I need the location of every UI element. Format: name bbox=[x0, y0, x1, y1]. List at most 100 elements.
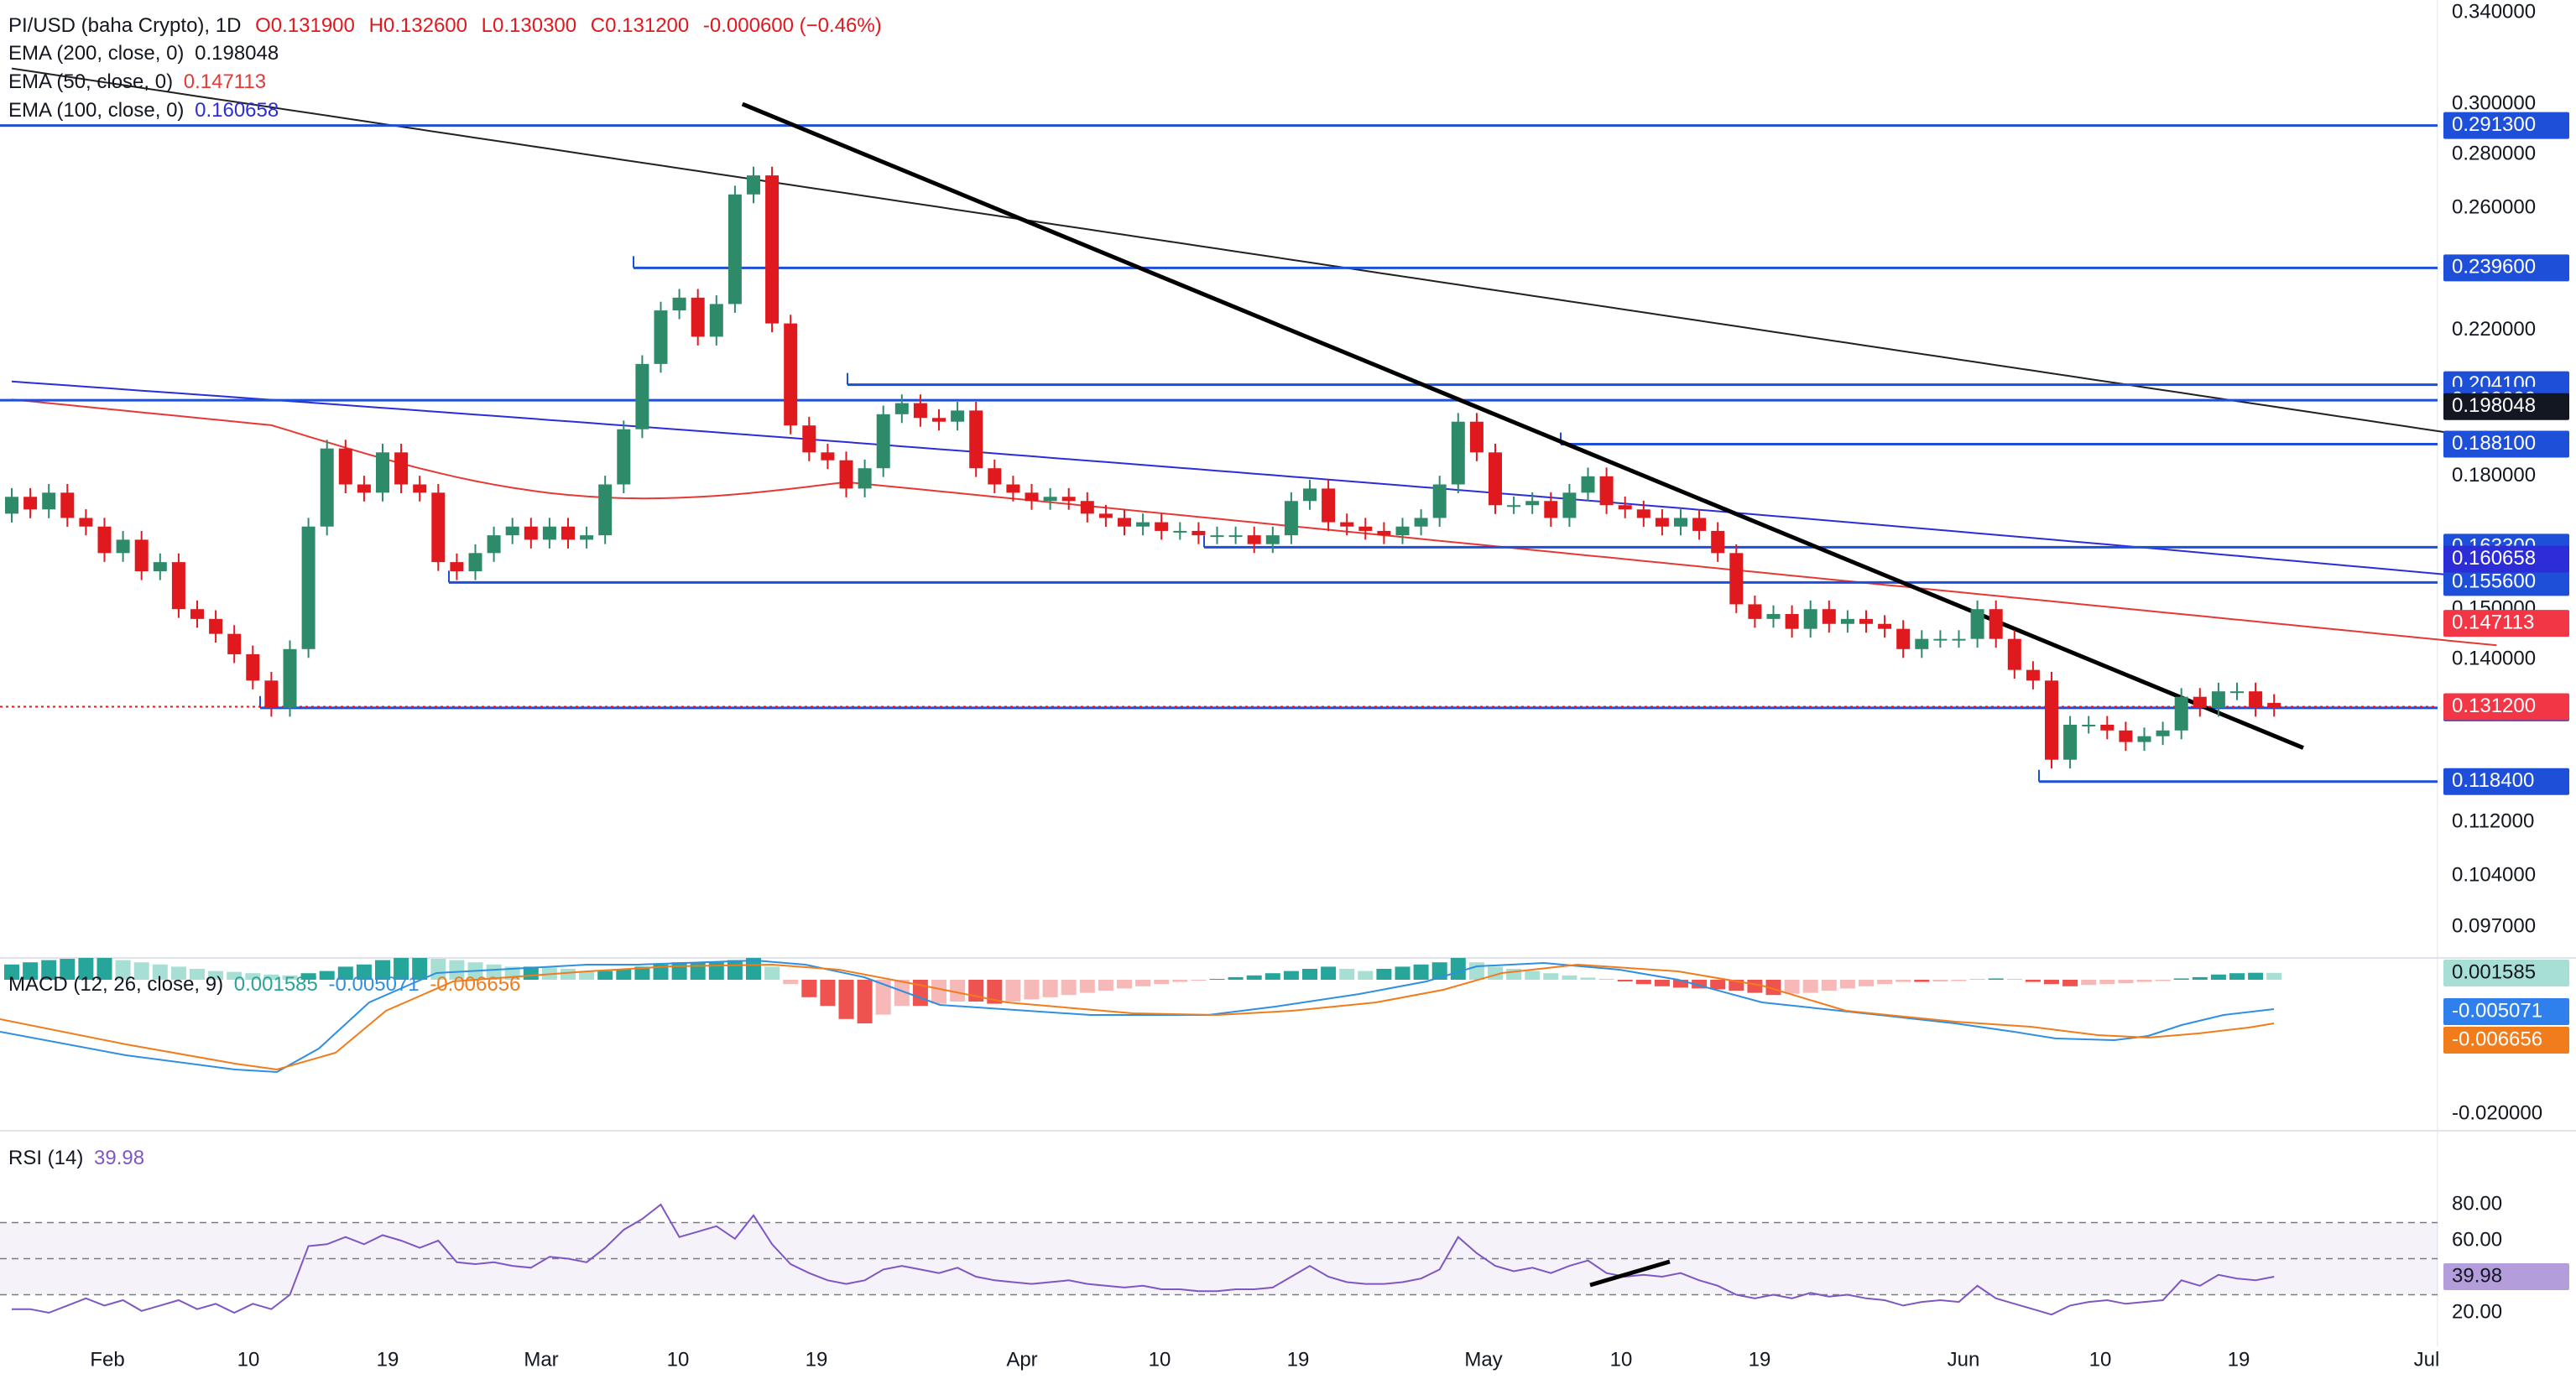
macd-histogram-bar bbox=[561, 969, 576, 980]
candle-body bbox=[468, 553, 482, 572]
macd-tag bbox=[2443, 998, 2569, 1025]
macd-histogram-bar bbox=[300, 973, 316, 980]
macd-histogram-bar bbox=[133, 962, 149, 980]
ema200-label: EMA (200, close, 0) bbox=[8, 42, 185, 65]
macd-histogram-bar bbox=[820, 980, 836, 1007]
macd-histogram-bar bbox=[1431, 962, 1447, 980]
candle-body bbox=[2174, 696, 2188, 731]
candle-body bbox=[821, 452, 835, 461]
candle-body bbox=[2230, 691, 2244, 694]
rsi-tag-label: 39.98 bbox=[2452, 1264, 2502, 1287]
ema50-line bbox=[11, 398, 2497, 647]
rsi-legend-value: 39.98 bbox=[94, 1147, 145, 1169]
candle-body bbox=[1692, 518, 1707, 531]
macd-histogram-bar bbox=[2266, 972, 2282, 980]
candle-body bbox=[1674, 518, 1687, 527]
candle-body bbox=[542, 526, 556, 540]
candle-body bbox=[1192, 530, 1206, 536]
macd-histogram-bar bbox=[356, 964, 372, 980]
macd-histogram-bar bbox=[1468, 962, 1484, 980]
candle-body bbox=[394, 452, 409, 485]
macd-histogram-bar bbox=[968, 980, 984, 1002]
macd-histogram-bar bbox=[1635, 980, 1651, 985]
macd-histogram-bar bbox=[208, 971, 224, 980]
candle-body bbox=[1933, 638, 1948, 641]
candle-body bbox=[1803, 609, 1817, 629]
macd-histogram-bar bbox=[412, 958, 428, 980]
time-axis-label: Feb bbox=[90, 1348, 124, 1371]
macd-histogram-bar bbox=[1413, 964, 1429, 980]
candle-body bbox=[747, 175, 760, 195]
macd-histogram-bar bbox=[1358, 971, 1374, 980]
trend-line bbox=[741, 101, 2304, 750]
macd-histogram-bar bbox=[1895, 980, 1911, 982]
macd-histogram-bar bbox=[1673, 980, 1688, 988]
candle-body bbox=[1340, 522, 1354, 527]
macd-histogram-bar bbox=[2136, 980, 2152, 982]
macd-signal-line bbox=[0, 963, 2275, 1071]
candle-body bbox=[839, 460, 853, 489]
candle-body bbox=[654, 310, 668, 364]
candle-body bbox=[1098, 513, 1113, 518]
macd-histogram-bar bbox=[2099, 980, 2115, 985]
time-axis-label: 19 bbox=[1749, 1348, 1771, 1371]
candle-body bbox=[97, 526, 112, 554]
price-axis-label: 0.180000 bbox=[2452, 464, 2536, 487]
indicator-tag-label: 0.147113 bbox=[2452, 611, 2534, 633]
macd-histogram-bar bbox=[1450, 958, 1466, 980]
candle-body bbox=[858, 468, 872, 489]
macd-histogram-bar bbox=[1376, 969, 1392, 980]
macd-histogram-bar bbox=[2210, 974, 2226, 980]
macd-histogram-bar bbox=[282, 975, 298, 980]
rsi-axis-label: 60.00 bbox=[2452, 1228, 2502, 1251]
rsi-axis-label: 20.00 bbox=[2452, 1300, 2502, 1323]
macd-histogram-bar bbox=[1932, 980, 1948, 982]
candle-body bbox=[227, 633, 242, 654]
candle-body bbox=[431, 492, 446, 563]
time-axis-label: Jul bbox=[2414, 1348, 2440, 1371]
price-axis-label: 0.220000 bbox=[2452, 318, 2536, 341]
candle-body bbox=[1228, 535, 1243, 538]
macd-histogram-bar bbox=[23, 962, 39, 980]
time-axis-label: 19 bbox=[1287, 1348, 1310, 1371]
macd-histogram-bar bbox=[227, 971, 242, 980]
candle-body bbox=[1748, 604, 1762, 619]
macd-histogram-bar bbox=[653, 964, 669, 980]
level-tag-label: 0.291300 bbox=[2452, 113, 2536, 136]
candle-body bbox=[784, 323, 798, 426]
ema100-legend: EMA (100, close, 0) 0.160658 bbox=[8, 99, 279, 122]
rsi-divergence-line bbox=[1589, 1259, 1671, 1288]
macd-histogram-bar bbox=[1191, 980, 1207, 981]
candle-body bbox=[23, 497, 38, 510]
candle-body bbox=[932, 418, 946, 422]
macd-histogram-bar bbox=[1005, 980, 1021, 1002]
ema200-line bbox=[11, 67, 2497, 441]
candle-body bbox=[1210, 535, 1224, 538]
macd-histogram-bar bbox=[1839, 980, 1855, 989]
macd-hist-value: 0.001585 bbox=[233, 973, 318, 996]
macd-histogram-bar bbox=[1654, 980, 1670, 986]
ema200-legend: EMA (200, close, 0) 0.198048 bbox=[8, 42, 279, 65]
candle-body bbox=[951, 410, 965, 422]
macd-histogram-bar bbox=[1283, 971, 1299, 980]
rsi-label: RSI (14) bbox=[8, 1147, 84, 1169]
candle-body bbox=[1377, 530, 1391, 536]
time-axis-label: 19 bbox=[806, 1348, 828, 1371]
candle-body bbox=[357, 484, 371, 493]
candle-body bbox=[876, 414, 890, 469]
macd-histogram-bar bbox=[263, 974, 279, 980]
candle-body bbox=[561, 526, 575, 540]
macd-line-value: -0.005071 bbox=[328, 973, 420, 996]
candle-body bbox=[802, 425, 816, 453]
candle-body bbox=[580, 535, 594, 540]
macd-histogram-bar bbox=[2044, 980, 2059, 985]
candle-body bbox=[413, 484, 427, 493]
time-axis-label: 10 bbox=[237, 1348, 260, 1371]
macd-histogram-bar bbox=[875, 980, 891, 1015]
level-tag bbox=[2443, 430, 2569, 458]
macd-histogram-bar bbox=[1969, 978, 1985, 980]
candle-body bbox=[2193, 696, 2207, 708]
macd-histogram-bar bbox=[1598, 978, 1614, 980]
candle-body bbox=[301, 526, 315, 649]
